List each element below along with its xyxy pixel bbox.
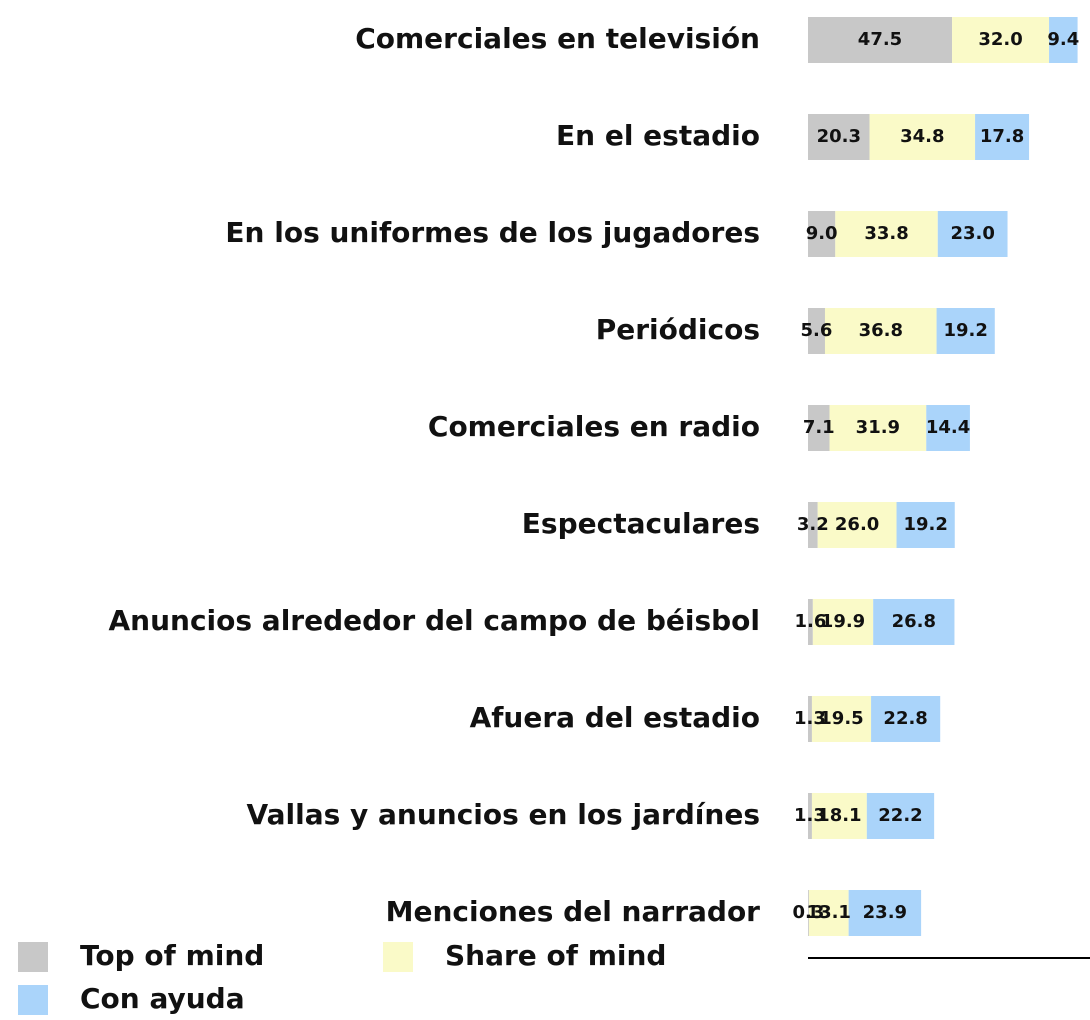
value-label: 33.8: [864, 223, 908, 244]
value-label: 1.3: [794, 708, 826, 729]
value-label: 1.3: [794, 805, 826, 826]
value-label: 19.2: [903, 514, 947, 535]
bar-segment: [835, 211, 938, 257]
bar-segment: [871, 696, 941, 742]
value-label: 5.6: [801, 320, 833, 341]
value-label: 22.2: [878, 805, 922, 826]
bar-segment: [848, 890, 922, 936]
bar-segment: [1049, 17, 1078, 63]
legend-label: Top of mind: [80, 939, 264, 972]
value-label: 3.2: [797, 514, 829, 535]
value-label: 20.3: [817, 126, 861, 147]
value-label: 36.8: [859, 320, 903, 341]
value-label: 23.0: [950, 223, 994, 244]
category-label: Vallas y anuncios en los jardínes: [246, 798, 760, 831]
value-label: 22.8: [883, 708, 927, 729]
bar-segment: [975, 114, 1030, 160]
bar-segment: [808, 890, 849, 936]
value-label: 7.1: [803, 417, 835, 438]
bar-segment: [937, 211, 1008, 257]
bar-segment: [811, 793, 867, 839]
value-label: 19.9: [821, 611, 865, 632]
bar-segment: [808, 696, 812, 742]
category-label: Espectaculares: [522, 507, 760, 540]
bar-segment: [808, 502, 818, 548]
legend-label: Con ayuda: [80, 982, 245, 1015]
bar-segment: [866, 793, 935, 839]
bar-segment: [808, 17, 953, 63]
category-label: Periódicos: [596, 313, 760, 346]
bar-segment: [808, 308, 825, 354]
bar-segment: [811, 696, 872, 742]
category-label: Menciones del narrador: [386, 895, 761, 928]
value-label: 23.9: [863, 902, 907, 923]
bar-segment: [926, 405, 970, 451]
bar-segment: [829, 405, 927, 451]
bar-segment: [808, 114, 870, 160]
value-label: 34.8: [900, 126, 944, 147]
bar-segment: [873, 599, 955, 645]
value-label: 14.4: [926, 417, 970, 438]
category-label: En el estadio: [556, 119, 760, 152]
value-label: 31.9: [856, 417, 900, 438]
value-label: 32.0: [978, 29, 1022, 50]
category-label: Comerciales en televisión: [355, 22, 760, 55]
bar-segment: [808, 599, 813, 645]
legend-swatch: [18, 985, 48, 1015]
legend-swatch: [18, 942, 48, 972]
value-label: 26.8: [892, 611, 936, 632]
value-label: 26.0: [835, 514, 879, 535]
bar-segment: [817, 502, 897, 548]
value-label: 47.5: [858, 29, 902, 50]
category-label: Afuera del estadio: [470, 701, 760, 734]
value-label: 13.1: [807, 902, 851, 923]
category-label: Comerciales en radio: [428, 410, 760, 443]
value-label: 19.2: [943, 320, 987, 341]
bar-segment: [812, 599, 874, 645]
value-label: 0.3: [793, 902, 825, 923]
value-label: 18.1: [817, 805, 861, 826]
value-label: 9.4: [1047, 29, 1079, 50]
bar-segment: [808, 793, 812, 839]
bar-segment: [936, 308, 995, 354]
value-label: 9.0: [806, 223, 838, 244]
value-label: 17.8: [980, 126, 1024, 147]
category-label: En los uniformes de los jugadores: [225, 216, 760, 249]
bar-segment: [808, 211, 836, 257]
bar-segment: [952, 17, 1050, 63]
bar-segment: [808, 405, 830, 451]
bar-segment: [824, 308, 937, 354]
value-label: 1.6: [794, 611, 826, 632]
bar-segment: [808, 890, 809, 936]
bar-segment: [869, 114, 976, 160]
legend-swatch: [383, 942, 413, 972]
value-label: 19.5: [819, 708, 863, 729]
category-label: Anuncios alrededor del campo de béisbol: [108, 604, 760, 637]
legend-label: Share of mind: [445, 939, 666, 972]
bar-segment: [896, 502, 955, 548]
